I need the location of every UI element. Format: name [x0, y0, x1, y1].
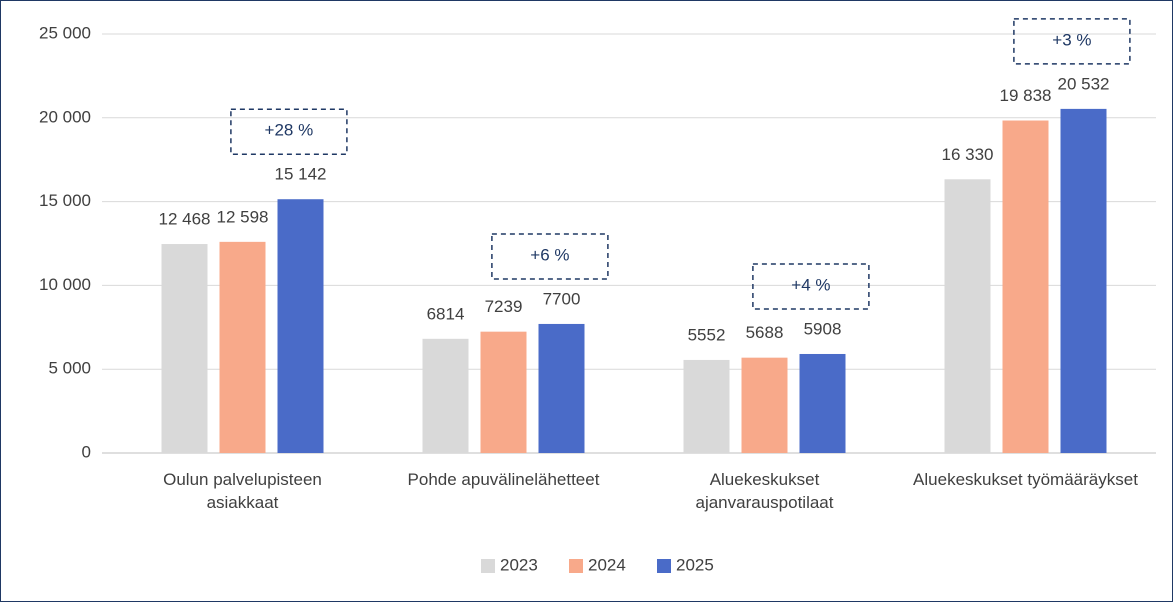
y-tick-label: 10 000: [39, 275, 91, 294]
y-tick-label: 25 000: [39, 23, 91, 42]
bar: [161, 244, 208, 453]
value-label: 5688: [746, 323, 784, 342]
value-label: 5552: [688, 325, 726, 344]
legend-label: 2025: [676, 555, 714, 574]
y-tick-label: 0: [82, 442, 91, 461]
value-label: 12 468: [159, 210, 211, 229]
value-label: 16 330: [942, 145, 994, 164]
bar: [538, 323, 585, 453]
legend-label: 2024: [588, 555, 626, 574]
bar: [277, 199, 324, 453]
annotation-box: [491, 233, 609, 280]
value-label: 15 142: [275, 165, 327, 184]
bar: [219, 241, 266, 453]
y-tick-label: 5 000: [48, 359, 91, 378]
legend-label: 2023: [500, 555, 538, 574]
bar: [741, 357, 788, 453]
annotation: +4 %: [791, 275, 830, 294]
value-label: 19 838: [1000, 86, 1052, 105]
x-tick-label: Oulun palvelupisteen asiakkaat: [163, 470, 322, 512]
annotation: +6 %: [530, 245, 569, 264]
legend-swatch: [481, 559, 495, 573]
x-tick-label: Aluekeskukset ajanvarauspotilaat: [695, 470, 834, 512]
legend-swatch: [657, 559, 671, 573]
annotation-box: [752, 263, 870, 310]
bar: [799, 353, 846, 453]
annotation-box: [230, 108, 348, 155]
annotation: +3 %: [1052, 30, 1091, 49]
annotation-box: [1013, 18, 1131, 65]
value-label: 20 532: [1058, 74, 1110, 93]
x-tick-label: Aluekeskukset työmääräykset: [913, 470, 1138, 489]
value-label: 6814: [427, 304, 465, 323]
legend-swatch: [569, 559, 583, 573]
x-tick-label: Pohde apuvälinelähetteet: [407, 470, 600, 489]
bar: [944, 179, 991, 453]
bar: [1060, 108, 1107, 454]
bar: [422, 338, 469, 453]
bar: [480, 331, 527, 453]
y-tick-label: 20 000: [39, 107, 91, 126]
value-label: 7239: [485, 297, 523, 316]
value-label: 12 598: [217, 207, 269, 226]
annotation: +28 %: [265, 121, 314, 140]
value-label: 5908: [804, 319, 842, 338]
y-tick-label: 15 000: [39, 191, 91, 210]
bar: [683, 359, 730, 453]
bar: [1002, 120, 1049, 453]
value-label: 7700: [543, 289, 581, 308]
